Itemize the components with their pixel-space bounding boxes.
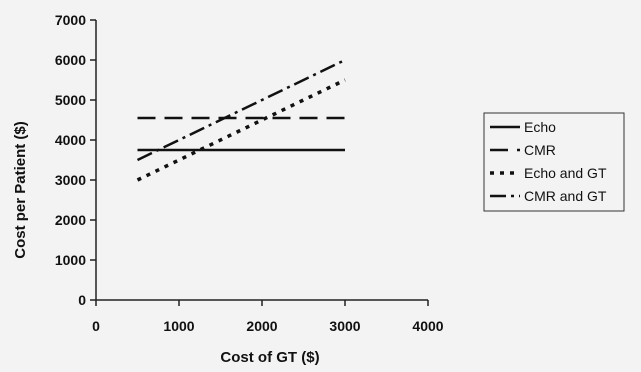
x-tick-label: 4000 bbox=[412, 318, 443, 334]
y-tick-label: 3000 bbox=[55, 172, 86, 188]
series-line-echo-and-gt bbox=[136, 78, 346, 182]
legend-box bbox=[483, 112, 625, 212]
series-line-cmr-and-gt bbox=[136, 58, 346, 162]
legend-label: Echo and GT bbox=[524, 165, 607, 181]
axes: 0 1000 2000 3000 4000 5000 6000 7000 0 1000 2000 30… bbox=[55, 12, 444, 334]
y-tick-label: 0 bbox=[78, 292, 86, 308]
y-tick-label: 2000 bbox=[55, 212, 86, 228]
y-axis-title: Cost per Patient ($) bbox=[12, 121, 29, 259]
x-tick-label: 3000 bbox=[329, 318, 360, 334]
y-tick-label: 5000 bbox=[55, 92, 86, 108]
y-tick-label: 6000 bbox=[55, 52, 86, 68]
x-axis-title: Cost of GT ($) bbox=[220, 349, 319, 366]
legend-label: CMR and GT bbox=[524, 188, 607, 204]
y-tick-label: 1000 bbox=[55, 252, 86, 268]
legend: Echo CMR Echo and GT CMR and GT bbox=[483, 112, 625, 212]
x-tick-label: 2000 bbox=[246, 318, 277, 334]
legend-label: Echo bbox=[524, 119, 556, 135]
legend-label: CMR bbox=[524, 142, 556, 158]
x-tick-label: 1000 bbox=[163, 318, 194, 334]
series-lines bbox=[136, 58, 346, 182]
y-tick-label: 7000 bbox=[55, 12, 86, 28]
x-tick-label: 0 bbox=[92, 318, 100, 334]
y-tick-label: 4000 bbox=[55, 132, 86, 148]
